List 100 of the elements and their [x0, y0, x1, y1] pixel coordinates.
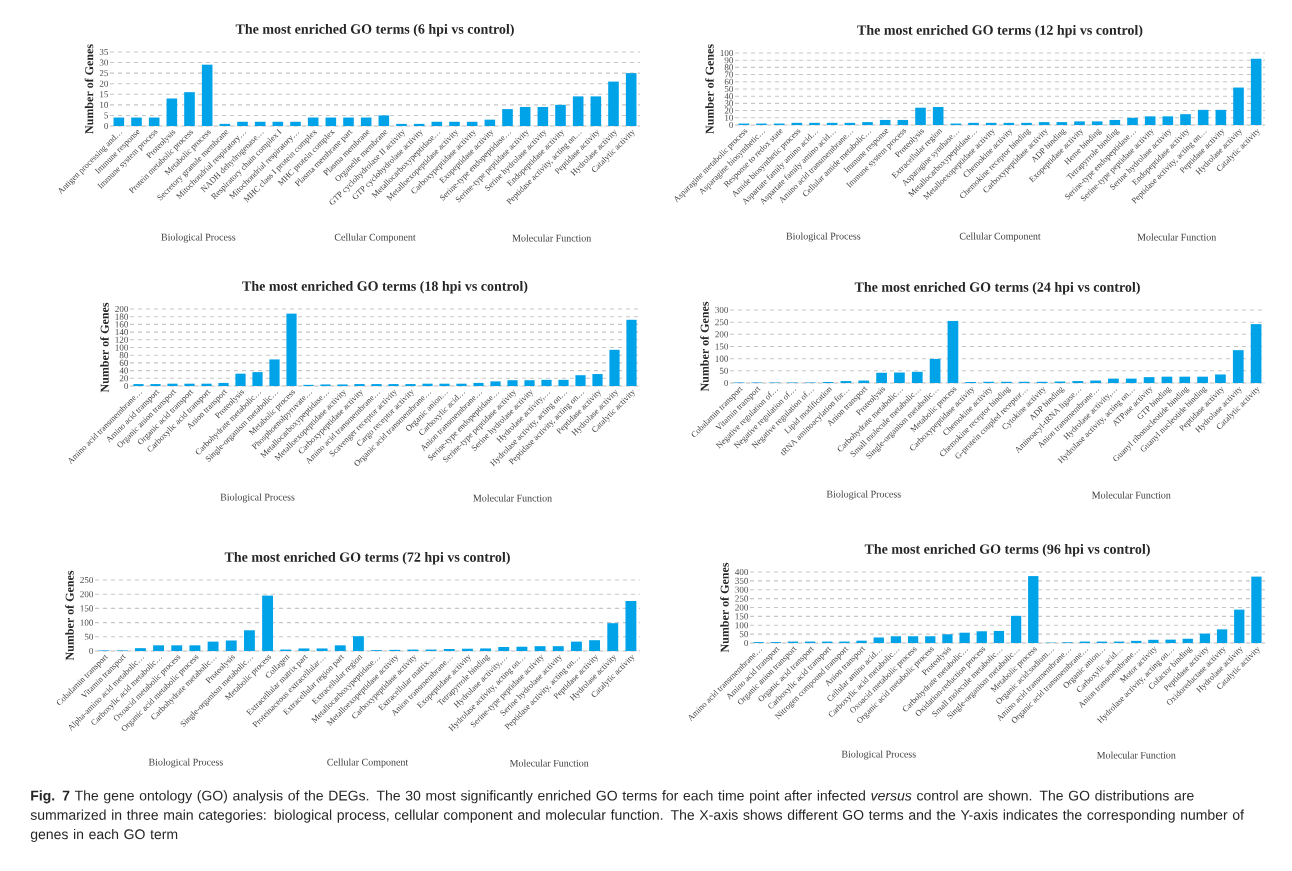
y-tick-label: 30 [724, 100, 734, 107]
bar [456, 383, 467, 386]
bar [1179, 376, 1191, 383]
y-tick-label: 50 [724, 85, 734, 93]
bar [879, 119, 891, 125]
y-tick-label: 50 [739, 631, 749, 638]
text: Molecular Function [512, 234, 592, 242]
y-tick-label: 0 [729, 121, 734, 129]
text: Molecular Function [473, 494, 552, 502]
bar [396, 123, 407, 126]
bar [524, 380, 535, 386]
bar [1180, 114, 1191, 125]
bar [1215, 109, 1227, 125]
bar [201, 64, 213, 126]
bar [968, 122, 979, 125]
bar [809, 122, 820, 125]
bar [1074, 121, 1085, 125]
bar [484, 119, 496, 126]
bar [609, 349, 620, 386]
bar [422, 383, 433, 386]
bar [131, 117, 142, 126]
bar [343, 117, 354, 126]
bar [1216, 629, 1228, 643]
bar [552, 646, 564, 651]
y-tick-label: 250 [715, 319, 729, 326]
bar [507, 380, 518, 386]
chart-title: The most enriched GO terms (72 hpi vs control) [224, 551, 510, 565]
y-tick-label: 0 [104, 122, 109, 130]
bar [352, 636, 364, 651]
bar [1127, 117, 1138, 125]
bar [625, 601, 637, 651]
bar [607, 623, 619, 651]
chart-title: The most enriched GO terms (12 hpi vs control) [857, 24, 1143, 38]
y-tick-label: 10 [725, 114, 734, 121]
y-tick-label: 400 [734, 568, 749, 576]
bar [1250, 324, 1262, 383]
bar [490, 381, 501, 386]
y-tick-label: 50 [84, 633, 94, 640]
y-tick-label: 150 [735, 613, 749, 620]
bar [897, 119, 909, 125]
y-axis-title: Number of Genes [700, 301, 709, 392]
y-tick-label: 200 [735, 604, 749, 611]
text: Biological Process [161, 233, 236, 243]
chart-title: The most enriched GO terms (6 hpi vs control) [235, 23, 514, 37]
y-tick-label: 15 [100, 91, 109, 98]
bar [1038, 122, 1050, 125]
bar [207, 641, 219, 651]
chart-title: The most enriched GO terms (18 hpi vs control) [242, 280, 528, 294]
bar [1162, 116, 1174, 125]
bar [262, 595, 274, 651]
bar [915, 107, 926, 125]
bar [316, 648, 328, 651]
bar [976, 631, 987, 643]
bar [1143, 377, 1155, 383]
y-tick-label: 50 [719, 367, 729, 374]
bar [862, 122, 873, 125]
bar [625, 73, 637, 126]
bar [235, 373, 246, 386]
y-tick-label: 80 [119, 352, 129, 359]
text: Molecular Function [1096, 751, 1176, 759]
bar [911, 371, 923, 383]
bar [947, 320, 959, 383]
y-tick-label: 35 [99, 48, 109, 56]
bar [290, 121, 301, 126]
bar [225, 640, 237, 651]
bar [252, 372, 263, 386]
chart-title: The most enriched GO terms (96 hpi vs control) [864, 543, 1150, 557]
text: Cellular Component [327, 758, 409, 768]
y-tick-label: 150 [80, 605, 94, 612]
bar [534, 646, 546, 651]
bar [498, 647, 510, 651]
y-tick-label: 20 [99, 80, 109, 87]
chart-title: The most enriched GO terms (24 hpi vs control) [854, 281, 1140, 295]
y-tick-label: 40 [119, 367, 129, 374]
bar [890, 636, 902, 643]
bar [171, 645, 183, 651]
bar [570, 641, 582, 651]
y-tick-label: 200 [80, 591, 94, 598]
text: Fig. 7 The gene ontology (GO) analysis of the DEGs. The 30 most significantly enriched GO terms for each time point after infected versus control are shown. The GO distributions are summarized in three main categories: biological process, cellular component and molecular function. The X-axis shows different GO terms and the Y-axis indicates the corresponding number of genes in each GO term [30, 790, 1244, 842]
bar [167, 383, 178, 386]
y-axis-title: Number of Genes [100, 302, 109, 393]
bar [1250, 58, 1262, 125]
y-axis-title: Number of Genes [705, 44, 714, 134]
bar [925, 636, 936, 643]
bar [189, 645, 201, 651]
y-tick-label: 100 [80, 619, 94, 626]
bar [269, 359, 280, 386]
y-tick-label: 350 [735, 577, 749, 584]
bar [286, 313, 297, 386]
bar [942, 634, 953, 643]
text: Biological Process [841, 750, 916, 760]
bar [1234, 609, 1245, 643]
bar [473, 382, 484, 386]
bar [572, 96, 584, 126]
y-tick-label: 40 [724, 93, 734, 100]
bar [184, 92, 195, 126]
bar [519, 106, 531, 126]
y-tick-label: 200 [115, 305, 129, 313]
bar [219, 123, 231, 126]
bar [1108, 378, 1119, 383]
